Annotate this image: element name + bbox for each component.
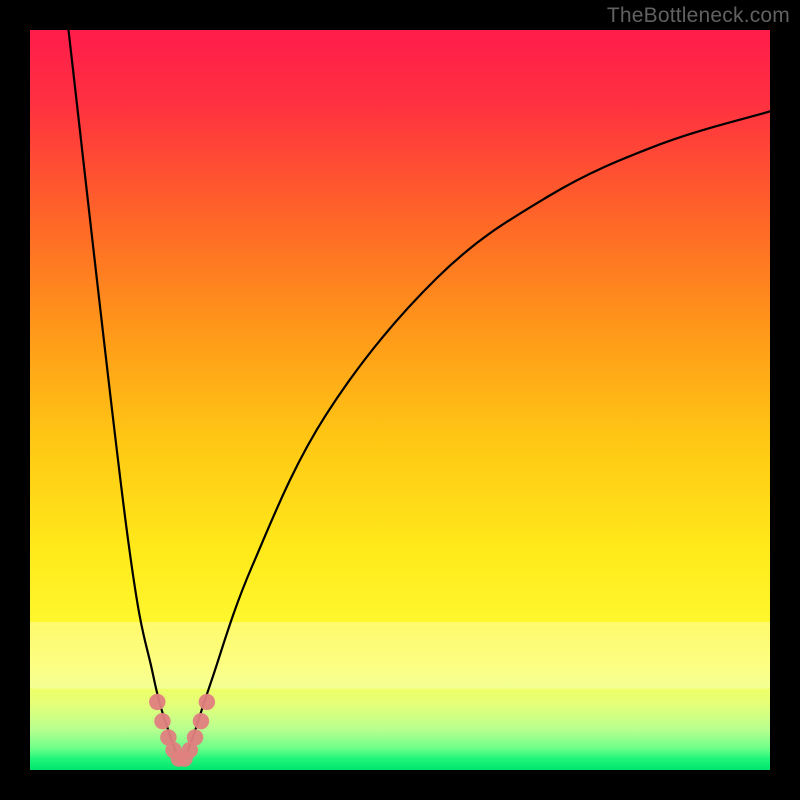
valley-marker	[187, 729, 203, 745]
valley-marker	[193, 713, 209, 729]
pale-band	[30, 622, 770, 689]
valley-marker	[149, 694, 165, 710]
valley-marker	[199, 694, 215, 710]
chart-container: { "watermark": { "text": "TheBottleneck.…	[0, 0, 800, 800]
bottleneck-chart	[0, 0, 800, 800]
valley-marker	[154, 713, 170, 729]
